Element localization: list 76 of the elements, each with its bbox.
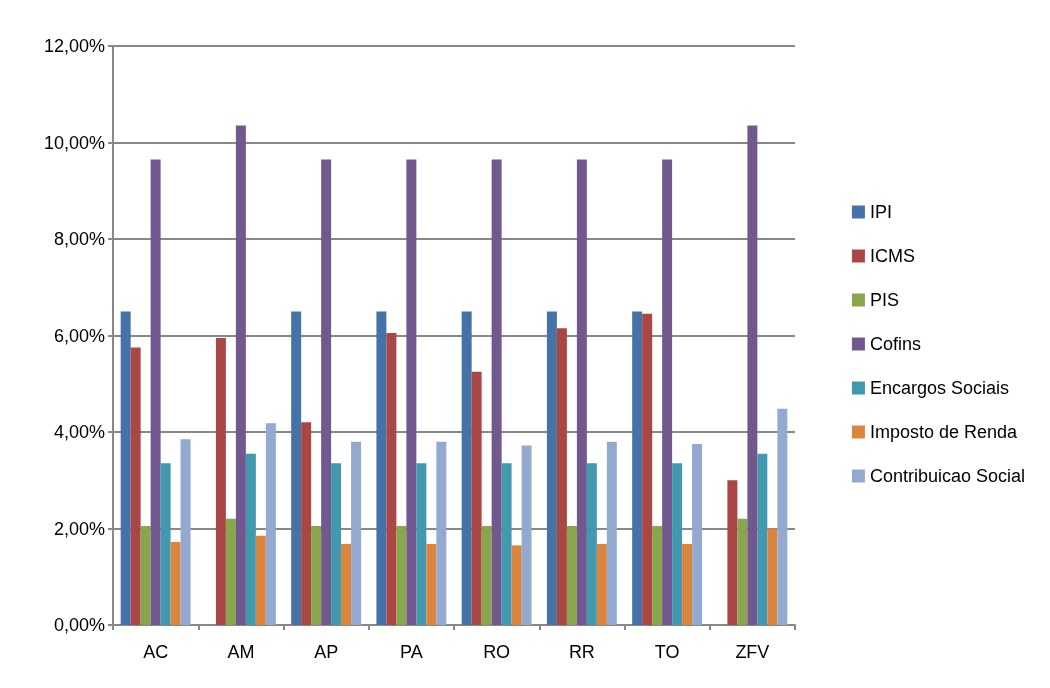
bar [426,543,437,625]
x-tick-label: TO [654,642,680,662]
bar [556,328,567,625]
bar [777,408,788,625]
bar [586,463,597,625]
bar [767,528,778,625]
bar [396,526,407,625]
y-tick-label: 10,00% [43,132,105,153]
bar [481,526,492,625]
y-tick-label: 6,00% [53,325,105,346]
bar [130,347,141,625]
bar [351,441,362,625]
x-tick-label: PA [400,642,423,662]
legend-label: ICMS [869,246,915,266]
bar [265,423,276,625]
bar [301,422,312,625]
bar [255,535,266,625]
bar [501,463,512,625]
y-tick-label: 4,00% [53,422,105,442]
bar [652,526,663,625]
bar [406,159,417,625]
bar [331,463,342,625]
bar [491,159,502,625]
x-tick-label: AM [227,642,255,662]
legend-label: Encargos Sociais [869,378,1009,398]
bar [311,526,322,625]
x-tick-label: ZFV [735,642,770,662]
bar [596,543,607,625]
bar [140,526,151,625]
bar [606,441,617,625]
legend-label: Cofins [869,334,921,354]
bar [672,463,683,625]
bar [341,543,352,625]
bar [245,453,256,625]
bar [386,333,397,625]
bar [692,444,703,625]
bar [180,439,191,625]
bar [416,463,427,625]
legend-label: PIS [869,290,899,310]
bar [642,313,653,625]
y-tick-label: 0,00% [53,615,105,635]
x-tick-label: RR [568,642,595,662]
bar [160,463,171,625]
bar [225,518,236,625]
legend-label: IPI [869,202,892,222]
bar [461,311,472,625]
y-tick-label: 12,00% [43,36,105,56]
legend-label: Contribuicao Social [869,466,1026,486]
bar [546,311,557,625]
bar [120,311,131,625]
bar [521,445,532,625]
bar [632,311,643,625]
bar [727,480,738,625]
bar [471,371,482,625]
bar [757,453,768,625]
bar [291,311,302,625]
bar [235,125,246,625]
legend-label: Imposto de Renda [869,422,1018,442]
x-tick-label: RO [483,642,511,662]
x-tick-label: AC [143,642,169,662]
bar [215,337,226,625]
y-tick-label: 2,00% [53,518,105,539]
bar [436,441,447,625]
bar [321,159,332,625]
bar [511,545,522,625]
x-tick-label: AP [314,642,339,662]
bar [682,543,693,625]
bar [737,518,748,625]
bar [576,159,587,625]
bar [150,159,161,625]
bar [662,159,673,625]
bar [170,542,181,625]
y-tick-label: 8,00% [53,229,105,249]
bar [566,526,577,625]
bar [376,311,387,625]
bar [747,125,758,625]
